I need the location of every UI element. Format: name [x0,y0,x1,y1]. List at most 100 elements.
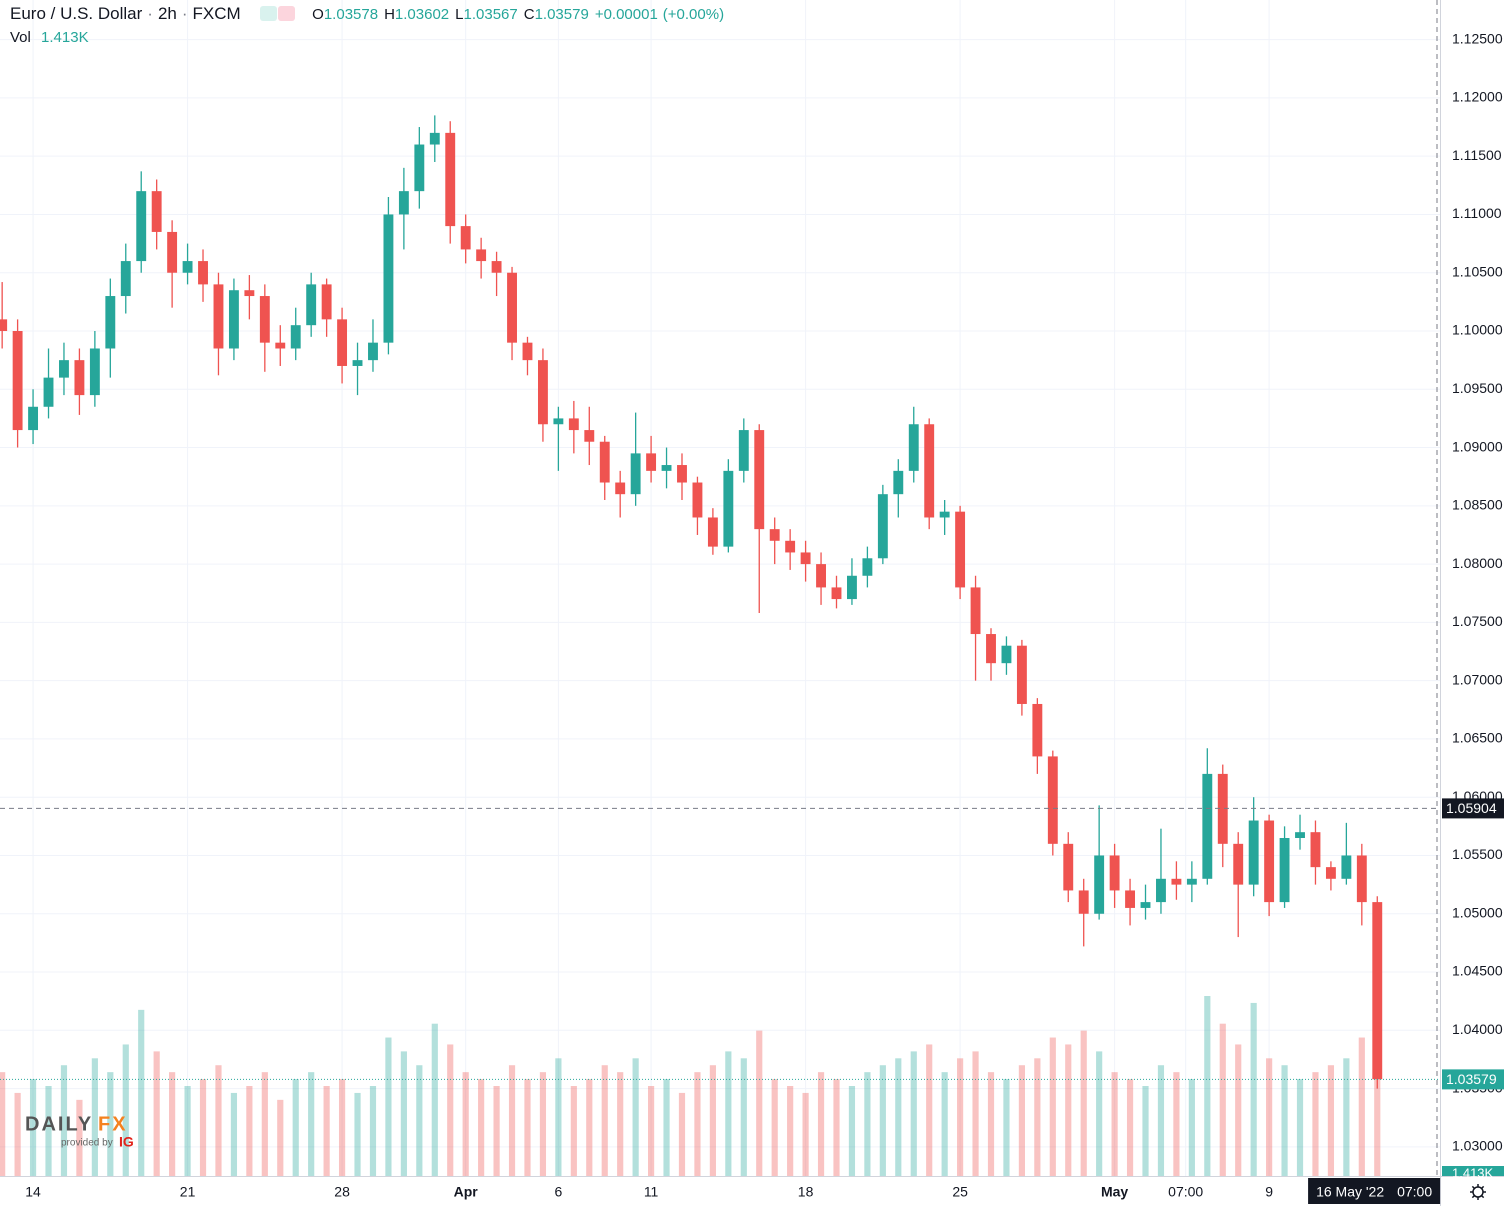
y-tick-label: 1.05000 [1452,904,1503,920]
volume-bar [493,1086,500,1176]
volume-bar [1204,996,1211,1176]
volume-bar [709,1065,716,1176]
candle-body [1356,855,1367,903]
candle-body [599,441,610,483]
candle-body [167,231,178,273]
volume-bar [246,1086,253,1176]
candle-body [646,453,657,471]
logo-brand: DAILY [25,1113,93,1135]
x-tick-label: 11 [644,1184,659,1200]
candle-body [136,191,147,262]
volume-bar [1281,1065,1288,1176]
volume-bar [1142,1086,1149,1176]
y-tick-label: 1.08000 [1452,555,1503,571]
volume-bar [694,1072,701,1176]
y-tick-label: 1.03000 [1452,1138,1503,1154]
candle-body [321,284,332,320]
volume-bar [76,1099,83,1176]
volume-bar [1343,1058,1350,1176]
volume-label: Vol [10,29,31,46]
crosshair-price-label: 1.05904 [1446,800,1497,816]
volume-bar [1374,1078,1381,1176]
candle-body [1186,878,1197,885]
interval[interactable]: 2h [157,4,177,23]
x-tick-label: 21 [180,1184,196,1200]
candle-body [182,261,193,273]
volume-bar [864,1072,871,1176]
candle-body [800,552,811,565]
volume-bar [354,1092,361,1176]
candle-body [228,290,239,349]
candle-body [105,296,116,349]
candle-body [337,319,348,366]
volume-bar [648,1086,655,1176]
ohlc-value: 1.03579 [534,6,589,23]
volume-bar [725,1051,732,1176]
volume-bar [817,1072,825,1176]
candle-body [1032,703,1043,757]
candle-body [244,290,255,297]
ohlc-values: O1.03578 H1.03602 L1.03567 C1.03579 +0.00001… [312,6,729,23]
candle-body [785,540,796,553]
volume-bar [941,1072,948,1176]
settings-button[interactable] [1470,1184,1486,1200]
x-tick-label: 28 [334,1184,350,1200]
x-tick-label: 07:00 [1168,1184,1203,1200]
volume-bar [462,1072,469,1176]
candle-body [1325,867,1336,879]
volume-bar [1312,1072,1319,1176]
logo-provided: provided by [61,1138,113,1149]
volume-bar [663,1079,670,1176]
volume-bar [570,1086,577,1176]
y-tick-label: 1.12000 [1452,89,1503,105]
gear-tooth [1471,1185,1475,1189]
candle-body [28,406,39,431]
y-tick-label: 1.08500 [1452,497,1503,513]
delay-icon[interactable] [278,6,296,21]
volume-bar [1358,1037,1365,1176]
market-open-icon[interactable] [260,6,278,21]
volume-bar [1266,1058,1273,1176]
candle-body [769,529,780,541]
crosshair-date-label: 16 May '22 [1316,1184,1384,1200]
logo-partner: IG [119,1134,134,1150]
candle-body [1001,645,1012,664]
candle-body [908,424,919,471]
candle-body [414,144,425,192]
crosshair-time-label: 07:00 [1397,1184,1432,1200]
candle-body [1016,645,1027,704]
candle-body [306,284,317,326]
candle-body [692,482,703,518]
symbol-name[interactable]: Euro / U.S. Dollar [10,4,143,23]
candle-body [12,331,23,431]
volume-bar [926,1044,933,1176]
candle-body [1094,855,1105,914]
candle-body [862,558,873,576]
candle-body [537,360,548,425]
candle-body [213,284,224,349]
candle-body [522,342,533,361]
y-tick-label: 1.10500 [1452,263,1503,279]
candle-body [1310,832,1321,868]
volume-bar [617,1072,624,1176]
candle-body [661,465,672,471]
volume-bar [586,1079,593,1176]
candle-body [383,214,394,343]
volume-bar [678,1092,686,1176]
candle-body [259,296,270,343]
candle-body [89,348,100,396]
volume-bar [601,1065,608,1176]
volume-bar [1296,1079,1304,1176]
candle-body [893,470,904,495]
x-tick-label: 9 [1265,1184,1273,1200]
candle-body [368,342,378,361]
volume-bar [230,1092,238,1176]
volume-bar [1049,1037,1056,1176]
price-change: (+0.00%) [662,6,725,23]
y-tick-label: 1.07500 [1452,613,1503,629]
volume-bar [338,1079,346,1176]
volume-bar [1219,1023,1226,1176]
volume-bar [199,1079,207,1176]
